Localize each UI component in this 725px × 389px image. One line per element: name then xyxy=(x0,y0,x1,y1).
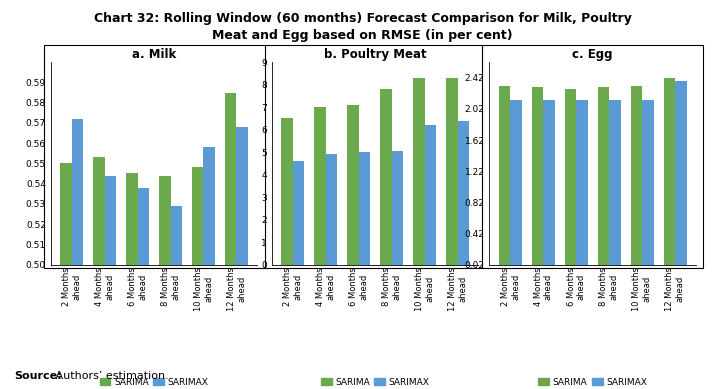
Bar xyxy=(413,78,425,265)
Bar xyxy=(510,100,522,266)
Bar xyxy=(347,105,359,265)
Bar xyxy=(642,100,654,266)
Bar xyxy=(236,127,248,389)
Legend: SARIMA, SARIMAX: SARIMA, SARIMAX xyxy=(96,374,212,389)
Bar xyxy=(565,89,576,266)
Text: Source:: Source: xyxy=(14,371,62,381)
Text: Authors’ estimation.: Authors’ estimation. xyxy=(52,371,169,381)
Bar xyxy=(446,78,457,265)
Bar xyxy=(159,175,170,389)
Legend: SARIMA, SARIMAX: SARIMA, SARIMAX xyxy=(317,374,434,389)
Bar xyxy=(93,157,104,389)
Legend: SARIMA, SARIMAX: SARIMA, SARIMAX xyxy=(534,374,651,389)
Bar xyxy=(631,86,642,266)
Bar xyxy=(576,100,588,266)
Bar xyxy=(675,81,687,266)
Bar xyxy=(531,87,543,266)
Bar xyxy=(425,125,436,265)
Bar xyxy=(499,86,510,266)
Bar xyxy=(663,78,675,266)
Bar xyxy=(597,87,609,266)
Bar xyxy=(138,187,149,389)
Bar xyxy=(60,163,72,389)
Title: a. Milk: a. Milk xyxy=(132,48,176,61)
Bar xyxy=(380,89,392,265)
Bar xyxy=(104,175,116,389)
Title: b. Poultry Meat: b. Poultry Meat xyxy=(324,48,426,61)
Bar xyxy=(457,121,469,265)
Bar xyxy=(314,107,326,265)
Bar xyxy=(359,152,370,265)
Bar xyxy=(543,100,555,266)
Bar xyxy=(170,206,182,389)
Bar xyxy=(326,154,337,265)
Bar xyxy=(392,151,403,265)
Bar xyxy=(204,147,215,389)
Bar xyxy=(609,100,621,266)
Bar xyxy=(225,93,236,389)
Bar xyxy=(281,118,293,265)
Bar xyxy=(293,161,304,265)
Bar xyxy=(192,167,204,389)
Bar xyxy=(126,173,138,389)
Title: c. Egg: c. Egg xyxy=(573,48,613,61)
Text: Chart 32: Rolling Window (60 months) Forecast Comparison for Milk, Poultry
Meat : Chart 32: Rolling Window (60 months) For… xyxy=(94,12,631,42)
Bar xyxy=(72,119,83,389)
